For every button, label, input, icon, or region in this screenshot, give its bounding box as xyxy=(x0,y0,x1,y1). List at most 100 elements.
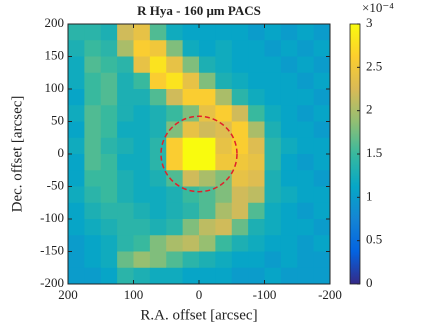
heatmap-cell xyxy=(199,154,216,171)
colorbar-tick-label: 1.5 xyxy=(366,145,382,160)
heatmap-cell xyxy=(215,40,233,57)
heatmap-cell xyxy=(100,186,118,204)
heatmap-cell xyxy=(68,105,85,122)
heatmap-cell xyxy=(297,251,315,269)
heatmap-cell xyxy=(100,72,118,90)
heatmap-cell xyxy=(231,121,249,139)
heatmap-cell xyxy=(280,40,298,57)
heatmap-cell xyxy=(68,40,85,57)
aperture-circle xyxy=(160,115,238,193)
heatmap-cell xyxy=(199,251,216,269)
heatmap-cell xyxy=(231,72,249,90)
heatmap-cell xyxy=(117,202,134,220)
heatmap-cell xyxy=(166,56,184,74)
heatmap-cell xyxy=(117,267,134,285)
heatmap-cell xyxy=(248,89,265,106)
heatmap-cell xyxy=(68,202,85,220)
x-axis-label: R.A. offset [arcsec] xyxy=(140,307,257,323)
y-tick-label: -200 xyxy=(40,275,64,290)
heatmap-cell xyxy=(313,137,331,155)
heatmap-cell xyxy=(248,219,265,236)
heatmap-cell xyxy=(117,219,134,236)
heatmap-cell xyxy=(264,202,282,220)
heatmap-cell xyxy=(100,267,118,285)
heatmap-cell xyxy=(215,121,233,139)
heatmap-cell xyxy=(117,154,134,171)
heatmap-cell xyxy=(100,170,118,187)
heatmap-cell xyxy=(149,251,167,269)
heatmap-cell xyxy=(199,56,216,74)
heatmap-cell xyxy=(199,235,216,252)
heatmap-cell xyxy=(297,121,315,139)
heatmap-cell xyxy=(297,202,315,220)
heatmap-cell xyxy=(199,89,216,106)
heatmap-cell xyxy=(133,121,151,139)
heatmap-cell xyxy=(182,72,200,90)
heatmap-cell xyxy=(248,267,265,285)
heatmap-cell xyxy=(149,24,167,41)
y-tick-label: 100 xyxy=(45,80,65,95)
heatmap-cell xyxy=(100,154,118,171)
heatmap-cell xyxy=(264,267,282,285)
heatmap-cell xyxy=(100,89,118,106)
colorbar-tick-label: 2 xyxy=(366,102,373,117)
heatmap-cell xyxy=(68,235,85,252)
heatmap-cell xyxy=(199,170,216,187)
heatmap-cell xyxy=(313,72,331,90)
heatmap-cell xyxy=(264,72,282,90)
heatmap-cell xyxy=(68,251,85,269)
heatmap-cell xyxy=(231,170,249,187)
y-tick-label: 0 xyxy=(58,145,65,160)
heatmap-cell xyxy=(231,219,249,236)
heatmap-cell xyxy=(117,40,134,57)
colorbar-exponent: ×10⁻⁴ xyxy=(362,0,394,15)
heatmap-cell xyxy=(215,154,233,171)
heatmap-cell xyxy=(133,40,151,57)
heatmap-cell xyxy=(84,202,102,220)
heatmap-cell xyxy=(215,235,233,252)
heatmap-cell xyxy=(84,219,102,236)
heatmap-cell xyxy=(117,56,134,74)
colorbar-tick-label: 0 xyxy=(366,275,373,290)
heatmap-cell xyxy=(166,72,184,90)
heatmap-cell xyxy=(133,137,151,155)
heatmap-cell xyxy=(264,235,282,252)
heatmap-cell xyxy=(84,72,102,90)
heatmap-cell xyxy=(68,72,85,90)
heatmap-cell xyxy=(117,24,134,41)
heatmap-cell xyxy=(149,72,167,90)
heatmap-cell xyxy=(297,24,315,41)
heatmap-cell xyxy=(264,56,282,74)
heatmap-cell xyxy=(313,40,331,57)
heatmap-cell xyxy=(68,121,85,139)
heatmap-cell xyxy=(100,24,118,41)
heatmap-cell xyxy=(68,170,85,187)
heatmap-cell xyxy=(248,137,265,155)
heatmap-cell xyxy=(280,89,298,106)
heatmap-cell xyxy=(182,154,200,171)
heatmap-cell xyxy=(280,202,298,220)
heatmap-cell xyxy=(280,267,298,285)
heatmap-cell xyxy=(248,186,265,204)
heatmap-cell xyxy=(199,186,216,204)
heatmap-cell xyxy=(215,56,233,74)
heatmap-cell xyxy=(199,202,216,220)
heatmap-cell xyxy=(149,235,167,252)
heatmap-cell xyxy=(215,251,233,269)
heatmap-cell xyxy=(182,105,200,122)
heatmap-cell xyxy=(84,154,102,171)
heatmap-cell xyxy=(297,154,315,171)
heatmap-cell xyxy=(166,186,184,204)
heatmap-cell xyxy=(149,40,167,57)
heatmap-cell xyxy=(133,170,151,187)
heatmap-cell xyxy=(100,219,118,236)
heatmap-cell xyxy=(248,235,265,252)
colorbar-tick-label: 1 xyxy=(366,188,373,203)
heatmap-cell xyxy=(280,121,298,139)
heatmap-cell xyxy=(182,24,200,41)
heatmap-cell xyxy=(231,186,249,204)
heatmap-cell xyxy=(231,235,249,252)
heatmap-cell xyxy=(117,121,134,139)
heatmap-cell xyxy=(297,219,315,236)
heatmap-cell xyxy=(84,170,102,187)
